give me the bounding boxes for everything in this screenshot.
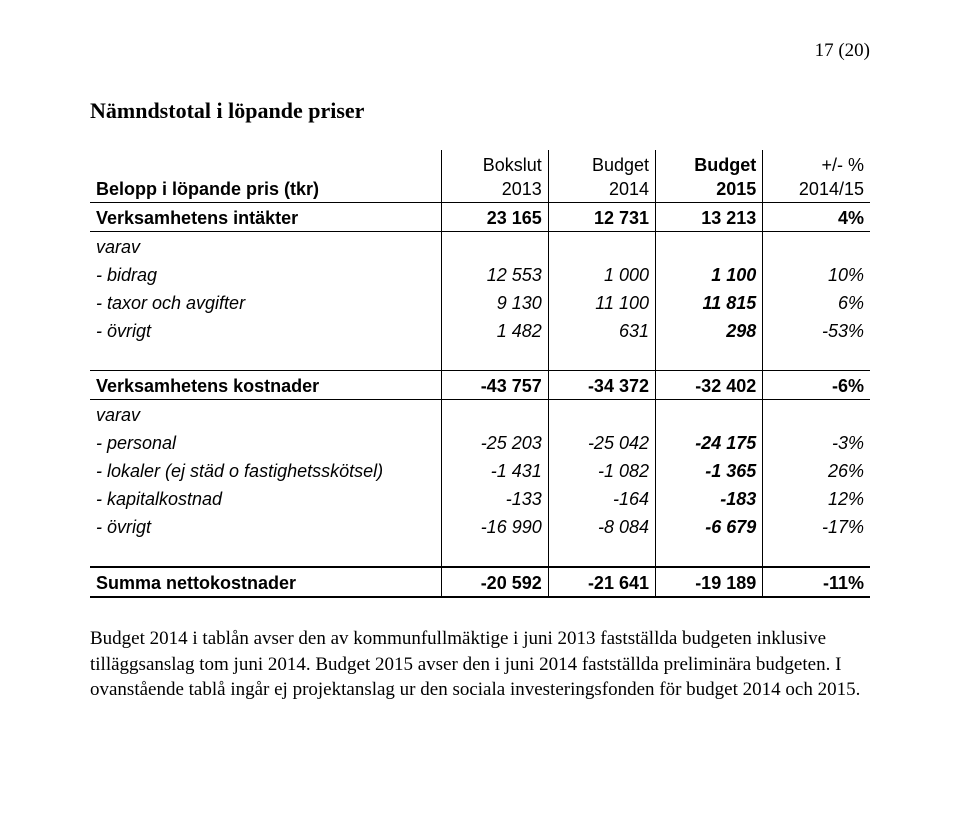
row-label: - taxor och avgifter [90,288,441,316]
cell: -6 679 [656,512,763,540]
cell: 11 100 [548,288,655,316]
header-cell: Budget [656,150,763,176]
cell [656,540,763,567]
cell: 6% [763,288,870,316]
cell: -183 [656,484,763,512]
budget-table: Bokslut Budget Budget +/- % Belopp i löp… [90,150,870,598]
table-row: varav [90,232,870,261]
cell [656,344,763,371]
cell: -34 372 [548,371,655,400]
table-row: Verksamhetens kostnader -43 757 -34 372 … [90,371,870,400]
table-row: varav [90,400,870,429]
header-cell: Budget [548,150,655,176]
row-label: - övrigt [90,316,441,344]
cell: 13 213 [656,203,763,232]
table-row: - personal -25 203 -25 042 -24 175 -3% [90,428,870,456]
header-cell: Belopp i löpande pris (tkr) [90,176,441,203]
page-number: 17 (20) [90,40,870,62]
cell: -21 641 [548,567,655,597]
cell: -24 175 [656,428,763,456]
cell: -53% [763,316,870,344]
cell: -164 [548,484,655,512]
cell [90,344,441,371]
page-title: Nämndstotal i löpande priser [90,98,870,124]
cell: 12 731 [548,203,655,232]
cell [763,400,870,429]
cell [548,540,655,567]
cell: 1 000 [548,260,655,288]
page-container: 17 (20) Nämndstotal i löpande priser Bok… [0,0,960,763]
row-label: Summa nettokostnader [90,567,441,597]
table-row: - kapitalkostnad -133 -164 -183 12% [90,484,870,512]
cell [763,232,870,261]
cell: -3% [763,428,870,456]
cell [763,344,870,371]
cell: 12% [763,484,870,512]
header-cell: 2013 [441,176,548,203]
cell [548,232,655,261]
cell: 12 553 [441,260,548,288]
cell: -25 203 [441,428,548,456]
cell: -11% [763,567,870,597]
row-label: Verksamhetens kostnader [90,371,441,400]
row-label: varav [90,400,441,429]
cell [441,344,548,371]
row-label: - kapitalkostnad [90,484,441,512]
cell [441,540,548,567]
header-cell [90,150,441,176]
cell: 1 100 [656,260,763,288]
table-row: - bidrag 12 553 1 000 1 100 10% [90,260,870,288]
row-label: varav [90,232,441,261]
cell: -32 402 [656,371,763,400]
cell [656,400,763,429]
header-cell: Bokslut [441,150,548,176]
row-label: - övrigt [90,512,441,540]
cell: -1 082 [548,456,655,484]
row-label: - bidrag [90,260,441,288]
cell [441,400,548,429]
cell: 9 130 [441,288,548,316]
cell: -8 084 [548,512,655,540]
header-cell: 2014 [548,176,655,203]
footnote-text: Budget 2014 i tablån avser den av kommun… [90,626,870,703]
cell: -17% [763,512,870,540]
cell: -16 990 [441,512,548,540]
row-label: - lokaler (ej städ o fastighetsskötsel) [90,456,441,484]
header-cell: +/- % [763,150,870,176]
table-row: - övrigt -16 990 -8 084 -6 679 -17% [90,512,870,540]
cell: -19 189 [656,567,763,597]
cell: -1 365 [656,456,763,484]
cell: -25 042 [548,428,655,456]
cell [548,400,655,429]
row-label: Verksamhetens intäkter [90,203,441,232]
row-label: - personal [90,428,441,456]
cell: 11 815 [656,288,763,316]
cell [90,540,441,567]
cell: 23 165 [441,203,548,232]
table-row-summary: Summa nettokostnader -20 592 -21 641 -19… [90,567,870,597]
cell: 1 482 [441,316,548,344]
cell [441,232,548,261]
table-row: - taxor och avgifter 9 130 11 100 11 815… [90,288,870,316]
cell: 298 [656,316,763,344]
table-row [90,344,870,371]
cell: -133 [441,484,548,512]
header-cell: 2014/15 [763,176,870,203]
header-cell: 2015 [656,176,763,203]
cell: -6% [763,371,870,400]
cell: -20 592 [441,567,548,597]
cell [548,344,655,371]
table-row: Verksamhetens intäkter 23 165 12 731 13 … [90,203,870,232]
table-row: - övrigt 1 482 631 298 -53% [90,316,870,344]
cell: 10% [763,260,870,288]
cell: -43 757 [441,371,548,400]
cell: 631 [548,316,655,344]
cell: 26% [763,456,870,484]
cell [763,540,870,567]
cell: 4% [763,203,870,232]
cell [656,232,763,261]
table-row [90,540,870,567]
table-row: - lokaler (ej städ o fastighetsskötsel) … [90,456,870,484]
cell: -1 431 [441,456,548,484]
